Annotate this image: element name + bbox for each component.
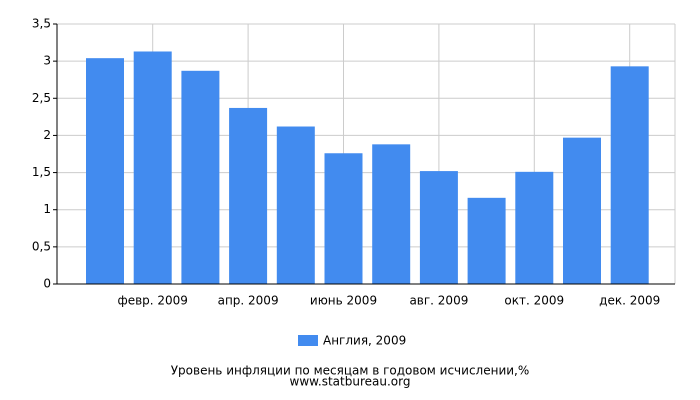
y-tick-label: 3,5	[32, 17, 51, 31]
bar	[515, 171, 554, 284]
y-tick-label: 0,5	[32, 239, 51, 253]
bar	[563, 137, 601, 284]
x-tick-label: дек. 2009	[599, 294, 660, 308]
y-tick-label: 1,5	[32, 165, 51, 179]
bar	[610, 66, 649, 284]
y-tick-label: 2	[43, 128, 51, 142]
x-tick-label: июнь 2009	[310, 294, 377, 308]
bar	[86, 58, 124, 284]
bar	[181, 70, 220, 284]
bar	[467, 197, 506, 284]
x-tick-label: авг. 2009	[409, 294, 468, 308]
legend-swatch	[298, 335, 318, 346]
y-tick-label: 3	[43, 54, 51, 68]
bar	[372, 144, 411, 284]
bar	[419, 171, 458, 284]
bar	[133, 51, 172, 284]
source: www.statbureau.org	[290, 375, 411, 389]
x-tick-label: февр. 2009	[117, 294, 188, 308]
bar	[324, 153, 363, 284]
x-tick-label: окт. 2009	[504, 294, 564, 308]
x-tick-label: апр. 2009	[218, 294, 279, 308]
legend-label: Англия, 2009	[323, 334, 406, 348]
bar	[229, 107, 268, 284]
y-tick-label: 2,5	[32, 91, 51, 105]
y-tick-label: 0	[43, 277, 51, 291]
x-axis-title: Уровень инфляции по месяцам в годовом ис…	[171, 364, 530, 378]
bar	[276, 126, 315, 284]
y-tick-label: 1	[43, 202, 51, 216]
